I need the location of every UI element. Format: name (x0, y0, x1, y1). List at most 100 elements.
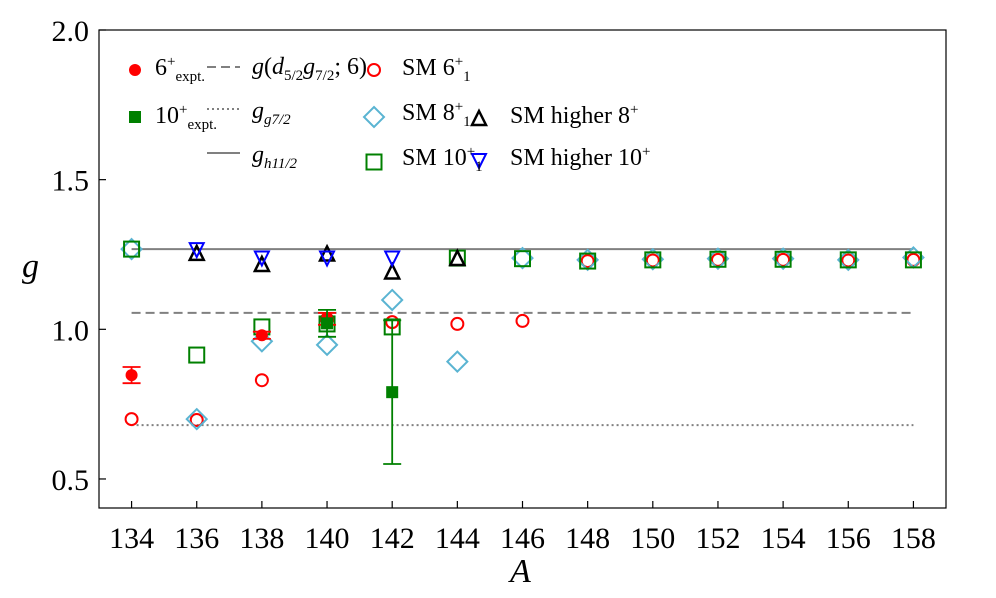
legend-text-part: + (179, 102, 188, 118)
marker-open-square (709, 250, 727, 268)
x-tick-label: 154 (761, 522, 806, 555)
legend-text-part: g (303, 54, 316, 80)
legend-label-e10: 10+expt. (155, 103, 217, 133)
series-sm-8-1- (120, 237, 925, 431)
marker-open-square (904, 251, 922, 269)
legend-label-lg: gg7/2 (252, 99, 291, 128)
marker-open-square (579, 252, 597, 270)
legend-text-part: 6 (155, 55, 167, 81)
marker-open-diamond (185, 407, 209, 431)
marker-open-diamond (445, 350, 469, 374)
x-tick-label: 140 (305, 522, 350, 555)
legend-text-part: 7/2 (315, 67, 335, 84)
x-tick-label: 144 (435, 522, 480, 555)
x-tick-label: 148 (565, 522, 610, 555)
legend-text-part: SM 8 (402, 100, 455, 126)
marker-open-triangle-up (187, 243, 206, 262)
series-sm-10-1- (123, 240, 922, 364)
marker-open-circle (515, 313, 530, 328)
marker-open-circle (254, 373, 269, 388)
marker-open-circle (189, 413, 204, 428)
legend-text-part: SM higher 8 (510, 103, 630, 129)
marker-open-triangle-up (383, 261, 402, 280)
series-sm-higher-8- (187, 243, 467, 280)
legend-text-part: SM higher 10 (510, 145, 642, 171)
legend-text-part: g (252, 54, 264, 80)
y-tick-label: 1.0 (52, 314, 90, 347)
x-tick-label: 142 (370, 522, 415, 555)
marker-open-triangle-up (252, 254, 271, 273)
legend-label-ld: g(d5/2g7/2; 6) (252, 55, 367, 84)
marker-filled-square (129, 111, 141, 123)
legend-text-part: + (454, 99, 464, 115)
legend-text-part: ( (264, 54, 272, 80)
marker-filled-square (386, 386, 399, 399)
marker-open-triangle-up (469, 108, 489, 127)
x-tick-label: 146 (500, 522, 545, 555)
series-6-expt- (122, 311, 337, 385)
legend-text-part: + (454, 54, 464, 70)
x-tick-label: 152 (695, 522, 740, 555)
marker-open-square (644, 251, 662, 269)
series-10-expt- (318, 308, 402, 465)
x-tick-label: 134 (109, 522, 154, 555)
marker-filled-circle (255, 329, 268, 342)
marker-open-circle (450, 316, 465, 331)
y-axis-label: g (22, 248, 39, 285)
marker-open-square (839, 251, 857, 269)
legend-text-part: expt. (175, 68, 206, 85)
marker-open-circle (906, 252, 921, 267)
legend-label-s10: SM 10+1 (402, 145, 483, 175)
x-tick-label: 136 (174, 522, 219, 555)
y-tick-label: 1.5 (52, 165, 90, 198)
legend-label-lh: gh11/2 (252, 143, 297, 172)
marker-open-diamond (380, 288, 404, 312)
marker-open-triangle-down (253, 250, 271, 268)
marker-filled-circle (129, 64, 141, 76)
x-tick-label: 150 (630, 522, 675, 555)
legend-text-part: + (167, 54, 176, 70)
y-tick-label: 0.5 (52, 464, 90, 497)
legend-text-part: h11/2 (264, 155, 298, 172)
x-tick-label: 158 (891, 522, 936, 555)
marker-open-diamond (250, 329, 274, 353)
legend-handles (129, 63, 489, 171)
legend-text-part: 1 (475, 158, 483, 175)
legend-text-part: ; 6) (334, 54, 368, 80)
x-axis-label: A (510, 553, 531, 590)
legend-text-part: SM 6 (402, 55, 455, 81)
legend-text-part: + (466, 144, 476, 160)
marker-open-diamond (362, 105, 386, 129)
marker-open-triangle-down (318, 250, 336, 268)
legend-text-part: g (252, 98, 264, 124)
series-sm-6-1- (124, 252, 921, 428)
marker-open-circle (124, 412, 139, 427)
marker-open-diamond (315, 333, 339, 357)
legend-text-part: + (642, 144, 651, 160)
series-sm-higher-10- (188, 242, 401, 268)
marker-open-circle (580, 254, 595, 269)
legend-text-part: g (252, 142, 264, 168)
legend-label-h10: SM higher 10+ (510, 144, 651, 171)
legend-text-part: SM 10 (402, 145, 467, 171)
legend-text-part: 5/2 (284, 67, 304, 84)
marker-open-square (774, 250, 792, 268)
legend-text-part: 1 (463, 113, 471, 130)
y-tick-label: 2.0 (52, 15, 90, 48)
legend-label-h8: SM higher 8+ (510, 103, 638, 129)
marker-filled-circle (125, 369, 138, 382)
marker-open-circle (367, 63, 381, 77)
legend-label-e6: 6+expt. (155, 55, 205, 85)
legend-text-part: expt. (187, 116, 218, 133)
marker-open-square (123, 240, 141, 258)
legend-text-part: d (272, 54, 284, 80)
x-tick-label: 138 (239, 522, 284, 555)
legend-label-s8: SM 8+1 (402, 100, 471, 130)
marker-open-triangle-down (470, 153, 488, 171)
legend-text-part: g7/2 (264, 111, 291, 128)
marker-open-square (188, 346, 206, 364)
x-tick-label: 156 (826, 522, 871, 555)
marker-open-triangle-down (383, 250, 401, 268)
